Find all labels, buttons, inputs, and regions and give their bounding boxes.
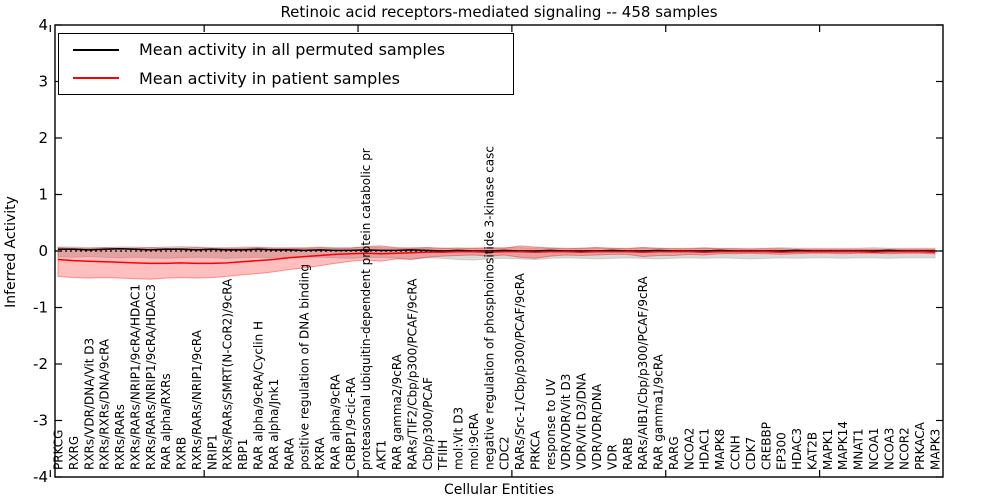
x-category-label: positive regulation of DNA binding xyxy=(298,264,312,470)
x-category-label: RARs/Src-1/Cbp/p300/PCAF/9cRA xyxy=(513,272,527,470)
x-category-label: RAR gamma1/9cRA xyxy=(652,353,666,470)
x-category-label: HDAC1 xyxy=(698,428,712,470)
x-category-label: VDR xyxy=(605,444,619,470)
x-category-label: CDC2 xyxy=(498,436,512,470)
x-category-label: NRIP1 xyxy=(205,434,219,470)
x-category-label: VDR/VDR/Vit D3 xyxy=(559,374,573,470)
x-category-label: RAR alpha/RXRs xyxy=(159,373,173,470)
x-category-label: TFIIH xyxy=(436,440,450,471)
band-1-patient-samples-range xyxy=(57,245,936,280)
x-category-label: negative regulation of phosphoinositide … xyxy=(482,146,496,470)
x-category-label: PRKCA xyxy=(528,430,542,470)
x-category-label: PRKACA xyxy=(913,421,927,470)
x-category-label: HDAC3 xyxy=(790,428,804,470)
x-category-label: RXRs/RARs/NRIP1/9cRA xyxy=(190,329,204,470)
y-tick-label: 1 xyxy=(38,186,48,204)
x-category-label: Cbp/p300/PCAF xyxy=(421,377,435,470)
x-category-label: RARs/TIF2/Cbp/p300/PCAF/9cRA xyxy=(405,278,419,470)
y-tick-label: 0 xyxy=(38,242,48,260)
x-category-label: RARG xyxy=(667,436,681,470)
x-category-label: CDK7 xyxy=(744,437,758,470)
x-category-label: RARs/AIB1/Cbp/p300/PCAF/9cRA xyxy=(636,276,650,470)
series-line-0 xyxy=(58,247,935,252)
legend-item-patient: Mean activity in patient samples xyxy=(59,65,513,91)
x-category-label: RXRs/RXRs/DNA/9cRA xyxy=(98,338,112,470)
series-line-1 xyxy=(57,250,936,265)
x-category-label: RXRs/RARs xyxy=(113,404,127,470)
x-axis-label: Cellular Entities xyxy=(443,482,555,498)
x-category-label: RAR alpha/9cRA/Cyclin H xyxy=(252,321,266,470)
y-tick-label: -3 xyxy=(33,412,48,430)
chart-title: Retinoic acid receptors-mediated signali… xyxy=(280,3,718,21)
legend-line-sample-black xyxy=(73,48,119,51)
x-category-label: RAR gamma2/9cRA xyxy=(390,353,404,470)
x-category-label: EP300 xyxy=(775,432,789,470)
y-tick-label: -4 xyxy=(33,468,48,486)
legend-label-permuted: Mean activity in all permuted samples xyxy=(139,40,446,60)
x-category-label: RARA xyxy=(282,437,296,470)
x-category-label: MAPK14 xyxy=(836,421,850,470)
x-category-label: RXRG xyxy=(67,436,81,470)
y-tick-label: -2 xyxy=(33,355,48,373)
x-category-label: NCOA2 xyxy=(682,428,696,470)
x-category-label: MAPK1 xyxy=(821,429,835,470)
x-category-label: VDR/VDR/DNA xyxy=(590,383,604,470)
legend-line-sample-red xyxy=(73,77,119,80)
x-category-label: mol:Vit D3 xyxy=(452,407,466,470)
x-category-label: mol:9cRA xyxy=(467,413,481,470)
x-category-label: AKT1 xyxy=(375,440,389,470)
x-category-label: response to UV xyxy=(544,378,558,470)
y-tick-label: 3 xyxy=(38,73,48,91)
x-category-label: NCOA1 xyxy=(867,428,881,470)
x-category-label: MAPK8 xyxy=(713,429,727,470)
x-category-label: RBP1 xyxy=(236,439,250,470)
legend-label-patient: Mean activity in patient samples xyxy=(139,68,400,88)
x-category-label: RXRs/RARs/NRIP1/9cRA/HDAC1 xyxy=(128,284,142,470)
x-category-label: KAT2B xyxy=(805,432,819,470)
x-category-label: RXRA xyxy=(313,437,327,470)
x-category-label: NCOR2 xyxy=(898,427,912,470)
x-category-label: CRBP1/9-cic-RA xyxy=(344,376,358,470)
x-category-label: MAPK3 xyxy=(929,429,943,470)
x-category-label: RAR alpha/Jnk1 xyxy=(267,379,281,470)
x-category-label: CCNH xyxy=(728,435,742,470)
x-category-label: VDR/Vit D3/DNA xyxy=(575,372,589,470)
x-category-label: RXRs/VDR/DNA/Vit D3 xyxy=(82,338,96,470)
legend: Mean activity in all permuted samples Me… xyxy=(58,33,514,95)
y-tick-label: 2 xyxy=(38,129,48,147)
x-category-label: PRKCG xyxy=(52,430,66,470)
legend-item-permuted: Mean activity in all permuted samples xyxy=(59,37,513,63)
x-category-label: RXRs/RARs/NRIP1/9cRA/HDAC3 xyxy=(144,284,158,470)
x-category-label: RXRB xyxy=(175,437,189,470)
y-tick-label: -1 xyxy=(33,299,48,317)
x-category-label: MNAT1 xyxy=(852,428,866,470)
y-tick-label: 4 xyxy=(38,16,48,34)
x-category-label: CREBBP xyxy=(759,422,773,470)
x-category-label: proteasomal ubiquitin-dependent protein … xyxy=(359,148,373,470)
x-category-label: RAR alpha/9cRA xyxy=(328,373,342,470)
x-category-label: RARB xyxy=(621,437,635,470)
x-category-label: NCOA3 xyxy=(882,428,896,470)
x-category-label: RXRs/RARs/SMRT(N-CoR2)/9cRA xyxy=(221,278,235,470)
